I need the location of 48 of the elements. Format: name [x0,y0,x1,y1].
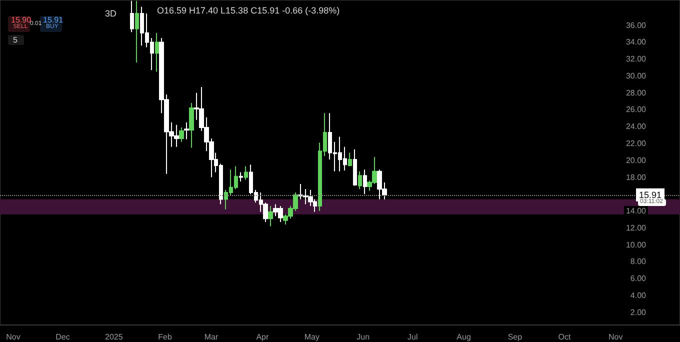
x-tick-label: Nov [608,332,623,342]
candlestick [239,172,243,182]
candlestick [135,0,139,63]
candlestick [268,205,273,227]
candlestick [130,0,134,33]
y-tick-label: 36.00 [626,20,647,30]
x-tick-label: 2025 [104,332,124,342]
y-tick-label: 24.00 [626,122,647,132]
y-tick-label: 30.00 [626,71,647,80]
y-tick-label: 18.00 [626,172,647,182]
y-tick-label: 10.00 [626,240,647,250]
candlestick [179,126,184,142]
x-tick-label: May [304,332,320,342]
candlestick [244,166,248,180]
candlestick [155,32,159,72]
candlestick [189,102,194,148]
candlestick [363,169,367,195]
y-tick-label: 2.00 [630,308,647,317]
y-tick-label: 34.00 [626,38,647,47]
y-tick-label: 28.00 [626,88,647,98]
annotation: 15.91 [43,16,64,24]
ref-line-label: 15.91 [639,190,662,200]
annotation: O16.59 H17.40 L15.38 C15.91 -0.66 (-3.98%) [157,6,340,16]
candlestick [358,170,362,190]
x-tick-label: Mar [204,332,218,342]
y-tick-label: 22.00 [626,139,647,148]
y-tick-label: 12.00 [626,223,647,232]
y-tick-label: 26.00 [626,105,647,114]
candlestick [184,122,189,140]
y-tick-label: 4.00 [630,290,647,300]
x-tick-label: Jun [356,332,370,342]
x-tick-label: Dec [56,332,70,342]
x-tick-label: Nov [6,332,20,342]
x-tick-label: Aug [456,332,471,342]
x-tick-label: Oct [558,332,572,342]
x-tick-label: Sep [508,332,523,342]
x-tick-label: Apr [256,332,269,342]
text: 3D [105,8,118,18]
candlestick [353,148,357,186]
y-tick-label: 8.00 [630,257,647,266]
x-tick-label: Feb [158,332,172,342]
annotation: 5 [13,36,18,44]
y-tick-label: 32.00 [626,54,647,64]
y-tick-label: 6.00 [630,274,647,284]
y-tick-label: 20.00 [626,156,647,165]
y-tick-label: 14.00 [626,206,647,216]
x-tick-label: Jul [408,332,418,342]
candlestick [348,152,352,167]
